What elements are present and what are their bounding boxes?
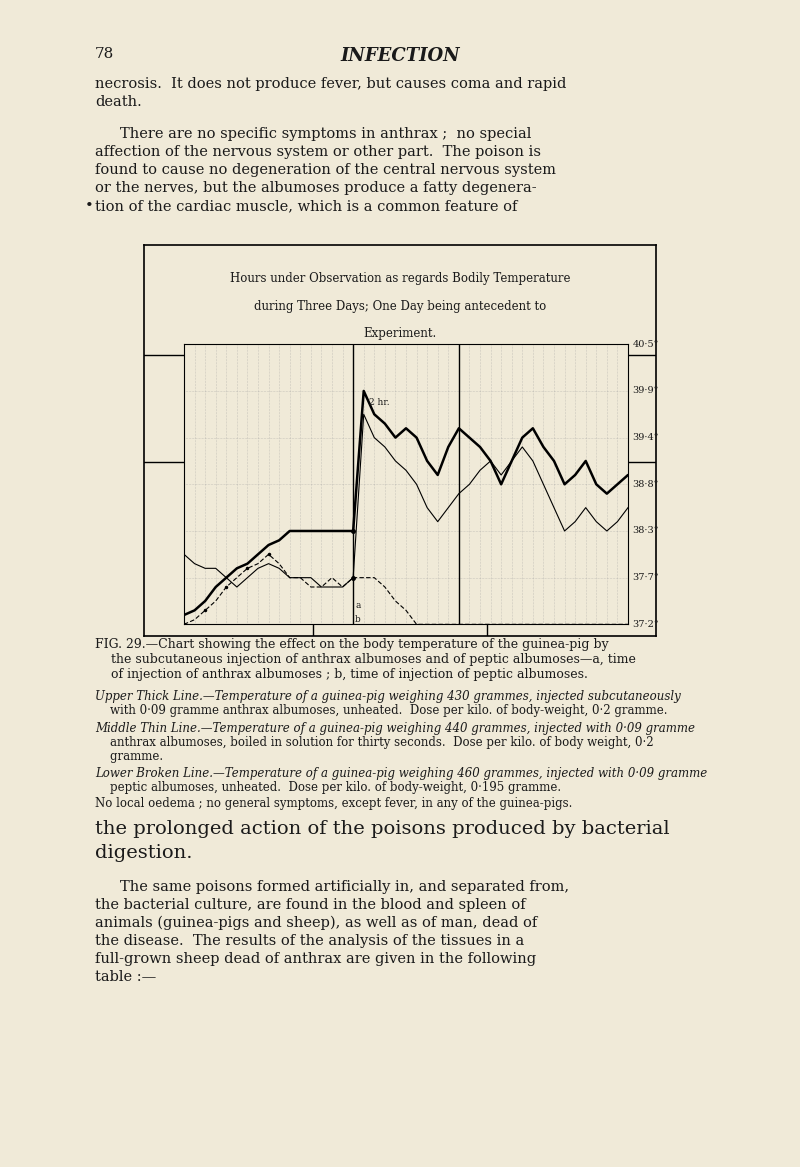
Text: There are no specific symptoms in anthrax ;  no special: There are no specific symptoms in anthra… — [120, 127, 531, 141]
Text: Second Day: Second Day — [541, 364, 602, 373]
Text: 2 2 2 2(16 hours): 2 2 2 2(16 hours) — [532, 419, 611, 428]
Text: Hours under Observation as regards Bodily Temperature: Hours under Observation as regards Bodil… — [230, 272, 570, 286]
Text: Lower Broken Line.—Temperature of a guinea-pig weighing 460 grammes, injected wi: Lower Broken Line.—Temperature of a guin… — [95, 767, 707, 780]
Text: Day before: Day before — [200, 364, 258, 373]
Text: in Hours.: in Hours. — [547, 392, 596, 400]
Text: Experiment,in: Experiment,in — [362, 392, 438, 400]
Text: 38·8°: 38·8° — [633, 480, 659, 489]
Text: 39·9°: 39·9° — [633, 386, 659, 396]
Text: tion of the cardiac muscle, which is a common feature of: tion of the cardiac muscle, which is a c… — [95, 200, 518, 214]
Text: anthrax albumoses, boiled in solution for thirty seconds.  Dose per kilo. of bod: anthrax albumoses, boiled in solution fo… — [95, 735, 654, 749]
Text: 37·7°: 37·7° — [633, 573, 659, 582]
Text: The same poisons formed artificially in, and separated from,: The same poisons formed artificially in,… — [120, 880, 569, 894]
Text: animals (guinea-pigs and sheep), as well as of man, dead of: animals (guinea-pigs and sheep), as well… — [95, 916, 538, 930]
Text: Middle Thin Line.—Temperature of a guinea-pig weighing 440 grammes, injected wit: Middle Thin Line.—Temperature of a guine… — [95, 721, 695, 735]
Text: 2 hr.: 2 hr. — [369, 398, 390, 407]
Text: b: b — [355, 615, 361, 624]
Text: the prolonged action of the poisons produced by bacterial: the prolonged action of the poisons prod… — [95, 819, 670, 838]
Text: death.: death. — [95, 95, 142, 109]
Text: the disease.  The results of the analysis of the tissues in a: the disease. The results of the analysis… — [95, 934, 524, 948]
Text: •: • — [85, 200, 94, 214]
Text: Experiment.: Experiment. — [363, 327, 437, 340]
Text: during Three Days; One Day being antecedent to: during Three Days; One Day being anteced… — [254, 300, 546, 313]
Text: 38·3°: 38·3° — [633, 526, 659, 536]
Text: gramme.: gramme. — [95, 749, 163, 763]
Text: necrosis.  It does not produce fever, but causes coma and rapid: necrosis. It does not produce fever, but… — [95, 77, 566, 91]
Text: 37·2°: 37·2° — [633, 620, 659, 629]
Text: the bacterial culture, are found in the blood and spleen of: the bacterial culture, are found in the … — [95, 897, 526, 911]
Text: Upper Thick Line.—Temperature of a guinea-pig weighing 430 grammes, injected sub: Upper Thick Line.—Temperature of a guine… — [95, 690, 681, 703]
Text: INFECTION: INFECTION — [340, 47, 460, 65]
Text: peptic albumoses, unheated.  Dose per kilo. of body-weight, 0·195 gramme.: peptic albumoses, unheated. Dose per kil… — [95, 781, 561, 794]
Text: table :—: table :— — [95, 970, 156, 984]
Text: full-grown sheep dead of anthrax are given in the following: full-grown sheep dead of anthrax are giv… — [95, 951, 536, 965]
Text: digestion.: digestion. — [95, 844, 193, 861]
Text: FIG. 29.—Chart showing the effect on the body temperature of the guinea-pig by: FIG. 29.—Chart showing the effect on the… — [95, 637, 609, 651]
Text: found to cause no degeneration of the central nervous system: found to cause no degeneration of the ce… — [95, 163, 556, 177]
Text: 40·5°: 40·5° — [633, 340, 659, 349]
Text: Experiment,in: Experiment,in — [191, 392, 266, 400]
Text: 39·4°: 39·4° — [633, 433, 659, 442]
Text: 2 2 2 2(16 hours): 2 2 2 2(16 hours) — [189, 447, 268, 455]
Text: with 0·09 gramme anthrax albumoses, unheated.  Dose per kilo. of body-weight, 0·: with 0·09 gramme anthrax albumoses, unhe… — [95, 704, 667, 717]
Text: the subcutaneous injection of anthrax albumoses and of peptic albumoses—a, time: the subcutaneous injection of anthrax al… — [95, 652, 636, 665]
Text: No local oedema ; no general symptoms, except fever, in any of the guinea-pigs.: No local oedema ; no general symptoms, e… — [95, 797, 572, 810]
Text: 2 2 2 2(16 hours): 2 2 2 2(16 hours) — [361, 447, 439, 455]
Text: Hours.: Hours. — [210, 419, 246, 428]
Text: of injection of anthrax albumoses ; b, time of injection of peptic albumoses.: of injection of anthrax albumoses ; b, t… — [95, 668, 588, 680]
Text: a: a — [355, 601, 361, 610]
Text: 78: 78 — [95, 47, 114, 61]
Text: or the nerves, but the albumoses produce a fatty degenera-: or the nerves, but the albumoses produce… — [95, 181, 537, 195]
Text: Day of: Day of — [383, 364, 417, 373]
Text: affection of the nervous system or other part.  The poison is: affection of the nervous system or other… — [95, 145, 541, 159]
Text: Hours.: Hours. — [382, 419, 418, 428]
